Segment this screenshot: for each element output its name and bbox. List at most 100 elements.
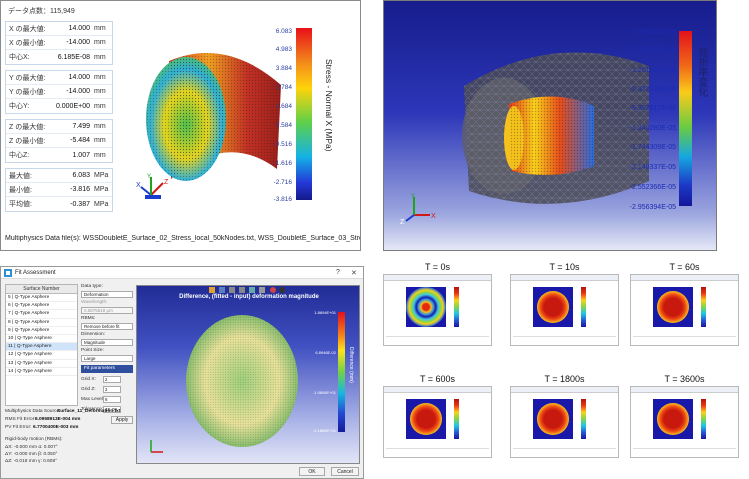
rbm-row: ΔZ: -0.018 mm γ: 0.608° [5,459,58,464]
difference-color-legend [338,312,345,432]
thermal-map-window[interactable] [630,386,739,458]
heatmap-plot [406,287,446,327]
list-item[interactable]: 9 | Q-Type Asphere [6,327,77,335]
fit-assessment-dialog: Fit Assessment ? ✕ Surface Number 5 | Q-… [0,266,364,479]
heatmap-plot [533,399,573,439]
stress-viewer-panel: データ点数：115,949 X の最大値: 14.000 mm X の最小値: -14… [0,0,361,251]
legend-tick: 6.798621E-06 [632,29,676,36]
list-item[interactable]: 5 | Q-Type Asphere [6,294,77,303]
plot-footer [513,336,616,343]
axis-y-label: Y [411,194,415,200]
data-files-line: Multiphysics Data file(s): WSSDoubletE_S… [5,235,360,242]
rbms-label: RBMs: [81,316,96,321]
legend-tick: 2.784 [275,84,292,91]
stat-row: 中心X: 6.185E-08 mm [9,53,106,62]
stat-row: X の最小値: -14.000 mm [6,36,112,50]
window-titlebar [384,387,491,393]
axis-triad: X Y Z [136,174,169,199]
plot-time-title: T = 10s [549,262,580,272]
window-titlebar [631,387,738,393]
stat-row: X の最大値: 14.000 mm [6,22,112,36]
legend-tick: 4.983 [275,46,292,53]
axis-x-label: X [431,213,436,220]
grid-x-label: Grid X: [81,377,96,382]
legend-tick: -2.148337E-05 [629,164,676,171]
data-type-label: Data type: [81,284,103,289]
thermal-map-window[interactable] [510,274,619,346]
thermal-map-window[interactable] [383,274,492,346]
dimension-select[interactable]: Magnitude [81,339,133,346]
legend-tick: -9.362517E-06 [629,105,676,112]
rbm-row: ΔY: -0.000 mm β: 0.050° [5,452,58,457]
list-item[interactable]: 8 | Q-Type Asphere [6,319,77,327]
heatmap-plot [653,399,693,439]
thermal-map-window[interactable] [510,386,619,458]
tolerance-input[interactable]: 1E-09 [103,406,121,413]
legend-title: Stress - Normal X (MPa) [324,59,334,152]
axis-y-label: Y [147,174,151,180]
z-stats-group: Z の最大値: 7.499 mm Z の最小値: -5.484 mm 中心Z: 1.007… [5,119,113,163]
refractive-index-viewer: X Y Z 6.798621E-06 2.758337E-06 -1.28194… [383,0,717,251]
ok-button[interactable]: OK [299,467,325,476]
max-level-label: Max Level: [81,397,105,402]
stress-mesh-render[interactable] [131,19,291,209]
plot-legend-title: Difference (mm) [348,347,354,383]
axis-triad [150,440,163,453]
thermal-map-window[interactable] [383,386,492,458]
plot-time-title: T = 3600s [664,374,705,384]
list-item[interactable]: 7 | Q-Type Asphere [6,310,77,319]
legend-tick: 6.083 [275,28,292,35]
axis-z-label: Z [400,219,405,225]
plot-footer [386,448,489,455]
data-source-value: Surface_11_Deformation.txt [57,409,121,414]
list-item-selected[interactable]: 11 | Q-Type Asphere [6,343,77,352]
list-item[interactable]: 12 | Q-Type Asphere [6,351,77,360]
stat-row: 最大値: 6.083 MPa [6,169,112,183]
cylinder-mesh-render[interactable] [444,26,674,221]
list-item[interactable]: 10 | Q-Type Asphere [6,335,77,344]
dialog-titlebar: Fit Assessment ? ✕ [1,267,363,279]
stat-row: Z の最小値: -5.484 mm [6,134,112,148]
rbms-select[interactable]: Remove before fit [81,323,133,330]
rms-label: RMS Fit Error: [5,417,36,422]
stat-row: 中心Y: 0.000E+00 mm [9,102,106,111]
plot-time-title: T = 60s [669,262,700,272]
refractive-color-legend [679,31,692,206]
window-titlebar [511,387,618,393]
legend-tick: -1.616 [273,160,292,167]
cancel-button[interactable]: Cancel [331,467,359,476]
rbm-row: ΔX: -0.000 mm α: 0.007° [5,445,58,450]
list-item[interactable]: 14 | Q-Type Asphere [6,368,77,376]
close-button[interactable]: ✕ [351,270,357,277]
grid-z-label: Grid Z: [81,387,96,392]
wavelength-label: Wavelength: [81,300,108,305]
heatmap-legend [454,287,459,327]
rms-value: 6.0958913E-004 mm [35,417,81,422]
grid-x-input[interactable]: 2 [103,376,121,383]
data-type-select[interactable]: Deformation [81,291,133,298]
plot-time-title: T = 0s [424,262,451,272]
legend-tick: 1.8694E+01 [314,310,336,315]
help-button[interactable]: ? [336,269,340,276]
tolerance-label: Tolerance: [81,407,104,412]
axis-x-label: X [136,182,141,189]
plot-toolbar[interactable] [209,286,289,294]
legend-tick: 3.884 [275,65,292,72]
thermal-map-window[interactable] [630,274,739,346]
point-size-label: Point Size: [81,348,104,353]
value-stats-group: 最大値: 6.083 MPa 最小値: -3.816 MPa 平均値: -0.387 MPa [5,168,113,212]
window-titlebar [631,275,738,281]
max-level-input[interactable]: 8 [103,396,121,403]
grid-z-input[interactable]: 2 [103,386,121,393]
stat-row: Y の最小値: -14.000 mm [6,85,112,99]
heatmap-plot [406,399,446,439]
thermal-plot-grid: T = 0s T = 10s T = 60s T = 600s T = 1800s T =… [383,262,749,479]
x-stats-group: X の最大値: 14.000 mm X の最小値: -14.000 mm 中心X: 6.1… [5,21,113,65]
list-item[interactable]: 6 | Q-Type Asphere [6,302,77,311]
difference-plot[interactable]: Difference, (fitted - input) deformation… [136,285,360,464]
plot-time-title: T = 1800s [544,374,585,384]
apply-button[interactable]: Apply [111,416,133,424]
list-item[interactable]: 13 | Q-Type Asphere [6,360,77,368]
point-size-select[interactable]: Large [81,355,133,362]
heatmap-legend [701,399,706,439]
